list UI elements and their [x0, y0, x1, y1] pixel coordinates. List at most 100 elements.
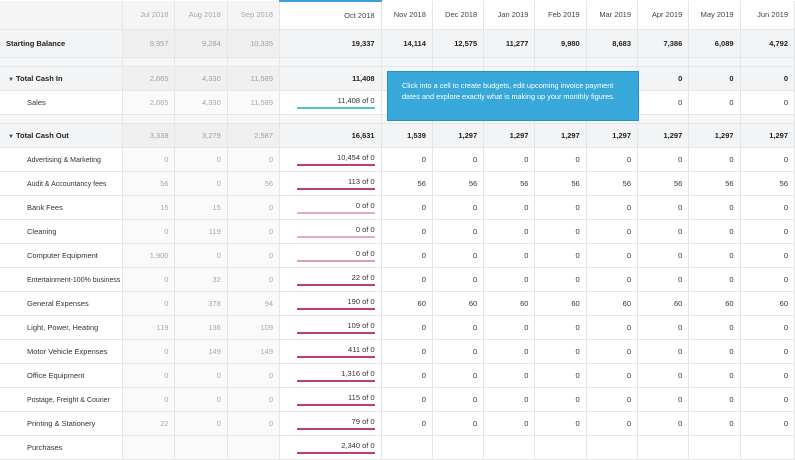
value-cell[interactable]: 0 [586, 147, 639, 172]
value-cell[interactable]: 10,454 of 0 [279, 147, 382, 172]
value-cell[interactable]: 0 [432, 411, 485, 436]
value-cell[interactable]: 0 [483, 387, 536, 412]
month-header[interactable]: May 2019 [688, 1, 741, 30]
value-cell[interactable]: 0 [740, 315, 795, 340]
value-cell[interactable]: 0 [227, 387, 281, 412]
value-cell[interactable]: 1,316 of 0 [279, 363, 382, 388]
value-cell[interactable]: 119 [122, 315, 176, 340]
value-cell[interactable] [688, 435, 741, 460]
month-header[interactable]: Nov 2018 [381, 1, 433, 30]
value-cell[interactable]: 3,279 [174, 123, 228, 148]
value-cell[interactable]: 0 [740, 387, 795, 412]
help-tooltip[interactable]: Click into a cell to create budgets, edi… [387, 71, 639, 121]
value-cell[interactable]: 149 [227, 339, 281, 364]
value-cell[interactable]: 0 [174, 243, 228, 268]
value-cell[interactable]: 149 [174, 339, 228, 364]
value-cell[interactable]: 1,297 [483, 123, 536, 148]
value-cell[interactable]: 15 [122, 195, 176, 220]
month-header[interactable]: Apr 2019 [637, 1, 690, 30]
value-cell[interactable]: 119 [174, 219, 228, 244]
value-cell[interactable]: 11,589 [227, 90, 281, 115]
value-cell[interactable]: 0 [432, 147, 485, 172]
budget-bar[interactable]: 411 of 0 [296, 345, 375, 358]
value-cell[interactable] [483, 435, 536, 460]
month-header[interactable]: Jul 2018 [122, 1, 176, 30]
value-cell[interactable]: 0 [122, 387, 176, 412]
value-cell[interactable]: 0 [381, 363, 433, 388]
budget-bar[interactable]: 109 of 0 [296, 321, 375, 334]
value-cell[interactable] [227, 435, 281, 460]
value-cell[interactable]: 11,277 [483, 29, 536, 58]
value-cell[interactable]: 0 [637, 90, 690, 115]
value-cell[interactable]: 0 [534, 363, 587, 388]
value-cell[interactable]: 56 [432, 171, 485, 196]
row-label[interactable]: ▼ Total Cash Out [0, 123, 124, 148]
budget-bar[interactable]: 113 of 0 [296, 177, 375, 190]
value-cell[interactable]: 0 [637, 243, 690, 268]
value-cell[interactable]: 4,330 [174, 66, 228, 91]
value-cell[interactable]: 0 [534, 411, 587, 436]
value-cell[interactable]: 0 [534, 219, 587, 244]
value-cell[interactable]: 113 of 0 [279, 171, 382, 196]
value-cell[interactable] [432, 435, 485, 460]
value-cell[interactable]: 0 [227, 147, 281, 172]
value-cell[interactable]: 0 [740, 411, 795, 436]
value-cell[interactable]: 0 [432, 267, 485, 292]
value-cell[interactable]: 7,386 [637, 29, 690, 58]
value-cell[interactable]: 0 [483, 267, 536, 292]
value-cell[interactable]: 9,957 [122, 29, 176, 58]
value-cell[interactable]: 0 [688, 411, 741, 436]
value-cell[interactable]: 136 [174, 315, 228, 340]
value-cell[interactable]: 15 [174, 195, 228, 220]
value-cell[interactable]: 0 [688, 267, 741, 292]
value-cell[interactable]: 0 of 0 [279, 243, 382, 268]
value-cell[interactable]: 0 [227, 267, 281, 292]
value-cell[interactable]: 60 [381, 291, 433, 316]
value-cell[interactable]: 0 [381, 219, 433, 244]
budget-bar[interactable]: 10,454 of 0 [296, 153, 375, 166]
value-cell[interactable]: 0 [688, 66, 741, 91]
budget-bar[interactable]: 1,316 of 0 [296, 369, 375, 382]
value-cell[interactable]: 0 [688, 219, 741, 244]
value-cell[interactable]: 3,338 [122, 123, 176, 148]
collapse-caret-icon[interactable]: ▼ [8, 76, 14, 83]
value-cell[interactable]: 1,297 [740, 123, 795, 148]
value-cell[interactable]: 0 [534, 387, 587, 412]
value-cell[interactable]: 0 [740, 147, 795, 172]
value-cell[interactable] [740, 435, 795, 460]
month-header[interactable]: Sep 2018 [227, 1, 281, 30]
value-cell[interactable]: 60 [688, 291, 741, 316]
value-cell[interactable]: 0 [381, 315, 433, 340]
value-cell[interactable]: 0 [174, 363, 228, 388]
value-cell[interactable]: 0 [586, 363, 639, 388]
value-cell[interactable]: 22 of 0 [279, 267, 382, 292]
value-cell[interactable]: 0 [534, 339, 587, 364]
value-cell[interactable]: 0 of 0 [279, 219, 382, 244]
value-cell[interactable]: 0 [381, 411, 433, 436]
value-cell[interactable]: 1,539 [381, 123, 433, 148]
value-cell[interactable]: 0 [586, 267, 639, 292]
budget-bar[interactable]: 11,408 of 0 [296, 96, 375, 109]
value-cell[interactable]: 0 [381, 243, 433, 268]
value-cell[interactable]: 0 [586, 387, 639, 412]
collapse-caret-icon[interactable]: ▼ [8, 133, 14, 140]
value-cell[interactable]: 0 [381, 195, 433, 220]
value-cell[interactable]: 0 [688, 339, 741, 364]
value-cell[interactable]: 109 [227, 315, 281, 340]
month-header[interactable]: Oct 2018 [279, 0, 382, 30]
value-cell[interactable]: 0 [122, 339, 176, 364]
value-cell[interactable]: 0 [122, 267, 176, 292]
value-cell[interactable]: 56 [534, 171, 587, 196]
value-cell[interactable]: 6,089 [688, 29, 741, 58]
value-cell[interactable]: 56 [688, 171, 741, 196]
value-cell[interactable]: 60 [740, 291, 795, 316]
value-cell[interactable]: 1,297 [688, 123, 741, 148]
value-cell[interactable]: 0 [534, 243, 587, 268]
value-cell[interactable]: 0 [637, 363, 690, 388]
value-cell[interactable]: 0 [740, 339, 795, 364]
value-cell[interactable]: 1,297 [586, 123, 639, 148]
value-cell[interactable]: 0 [381, 339, 433, 364]
value-cell[interactable]: 16,631 [279, 123, 382, 148]
value-cell[interactable]: 0 [483, 243, 536, 268]
value-cell[interactable]: 0 [534, 195, 587, 220]
